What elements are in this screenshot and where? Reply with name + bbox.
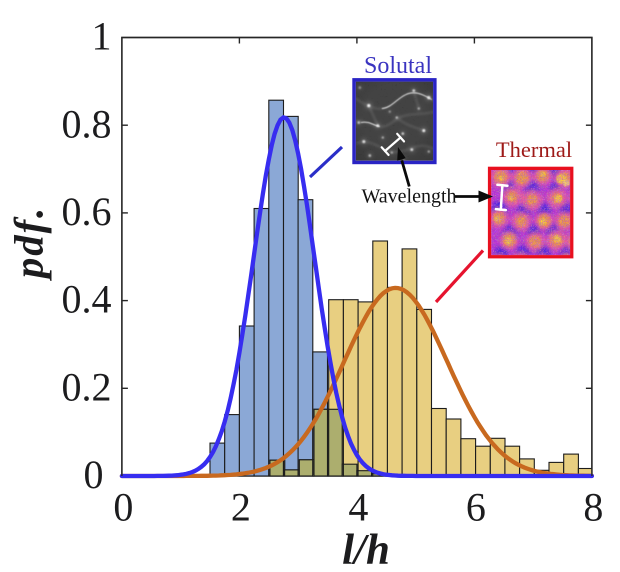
svg-text:Wavelength: Wavelength [361,186,456,208]
svg-text:0.4: 0.4 [62,277,112,322]
svg-text:0.2: 0.2 [62,364,112,409]
svg-text:l/h: l/h [342,527,390,572]
svg-text:6: 6 [466,485,486,530]
svg-text:0.8: 0.8 [62,101,112,146]
svg-text:Solutal: Solutal [364,53,432,79]
svg-text:2: 2 [231,485,251,530]
svg-text:pdf.: pdf. [6,206,52,281]
svg-text:Thermal: Thermal [496,137,572,162]
svg-text:4: 4 [348,485,368,530]
svg-text:0: 0 [113,485,133,530]
svg-text:1: 1 [92,14,112,59]
svg-text:0: 0 [84,452,104,497]
svg-text:0.6: 0.6 [62,189,112,234]
svg-text:8: 8 [583,485,603,530]
